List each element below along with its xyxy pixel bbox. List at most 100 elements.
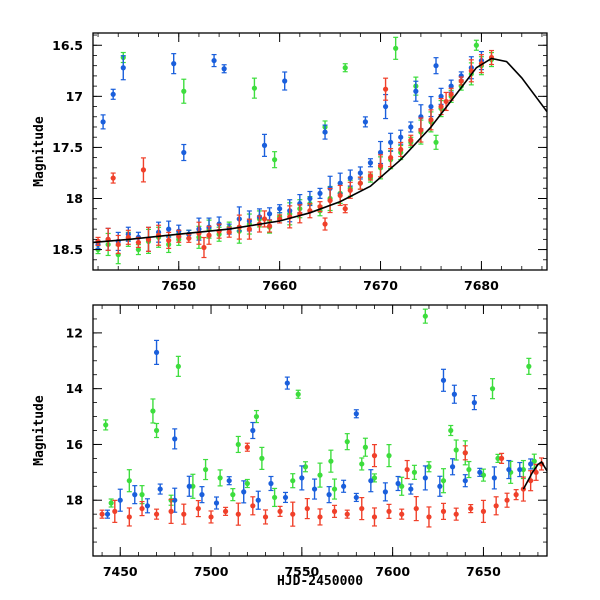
red-data-point [499,455,505,461]
blue-data-point [171,61,177,67]
blue-data-point [110,91,116,97]
x-tick-label: 7650 [466,564,501,579]
red-data-point [408,137,414,143]
green-data-point [453,447,459,453]
green-data-point [473,42,479,48]
red-data-point [304,505,310,512]
red-data-point [208,514,214,520]
red-data-point [235,511,241,517]
blue-data-point [213,500,220,506]
red-data-point [226,229,232,235]
green-data-point [466,466,472,473]
blue-data-point [255,497,261,503]
red-data-point [181,511,187,517]
red-data-point [493,503,499,509]
y-tick-label: 14 [66,381,84,396]
green-data-point [190,483,196,489]
blue-data-point [422,475,428,481]
green-data-point [317,472,323,478]
y-tick-label: 18 [66,493,83,508]
green-data-point [272,157,278,163]
y-tick-label: 17.5 [52,140,83,155]
green-data-point [440,478,447,484]
red-data-point [359,505,365,512]
green-data-point [103,422,109,428]
x-tick-label: 7650 [161,278,196,293]
blue-data-point [428,103,434,110]
blue-data-point [506,466,512,473]
blue-data-point [377,149,384,156]
red-data-point [195,505,201,512]
red-data-point [186,235,192,241]
green-data-point [386,453,392,459]
y-tick-label: 16 [66,437,84,452]
red-data-point [250,503,256,509]
blue-data-point [132,492,138,498]
blue-data-point [353,494,359,501]
red-data-point [126,514,132,520]
green-data-point [411,469,418,475]
red-data-point [367,173,374,179]
blue-data-point [268,480,274,487]
panel-1: 7650 7660 7670 7680 16.5 17 17.5 18 18.5 Magnitud… [32,32,548,293]
green-data-point [272,494,278,501]
blue-data-point [277,206,283,212]
red-data-point [261,216,268,222]
blue-data-point [261,142,268,148]
blue-data-point [398,134,404,140]
blue-data-point [451,391,457,397]
blue-data-point [395,480,401,487]
green-data-point [448,427,454,434]
panel-2: 7450 7500 7550 7600 7650 12 14 16 18 Magnitude HJD… [32,304,548,589]
green-data-point [139,492,145,498]
red-data-point [418,127,424,133]
green-data-point [371,475,378,481]
red-data-point [480,508,487,514]
blue-data-point [438,93,444,99]
red-data-point [153,511,160,517]
blue-data-point [440,377,447,383]
red-data-point [344,511,350,517]
model-curve [93,57,547,244]
green-data-point [181,88,187,94]
red-data-point [413,505,419,512]
red-data-point [438,103,444,110]
red-data-point [347,187,353,193]
blue-data-point [408,486,414,492]
y-axis-title: Magnitude [32,116,47,187]
blue-data-point [221,66,227,72]
model-curve [522,460,547,490]
red-data-point [398,146,404,153]
blue-data-point [357,170,363,176]
green-data-point [290,478,296,484]
blue-data-point [517,466,523,473]
blue-data-point [199,492,205,498]
red-data-point [337,192,343,199]
blue-data-point [471,400,477,406]
red-data-point [440,508,447,514]
green-data-point [108,500,114,506]
green-data-point [202,466,209,473]
red-data-point [110,175,116,181]
red-data-point [357,180,363,186]
red-data-point [317,514,323,520]
blue-data-point [311,486,318,492]
green-data-point [259,455,265,461]
red-data-point [504,497,510,503]
blue-data-point [282,494,289,501]
y-tick-label: 18.5 [52,242,83,257]
x-tick-label: 7680 [464,278,499,293]
green-data-point [244,480,250,487]
red-data-point [371,514,378,520]
red-data-point [533,469,539,475]
green-data-point [150,408,156,414]
blue-data-point [120,65,126,71]
blue-data-point [282,78,288,84]
green-data-point [153,427,160,434]
blue-data-point [100,119,106,125]
red-data-point [382,86,389,92]
red-data-point [266,223,273,229]
green-data-point [342,65,348,71]
blue-data-point [104,511,111,517]
